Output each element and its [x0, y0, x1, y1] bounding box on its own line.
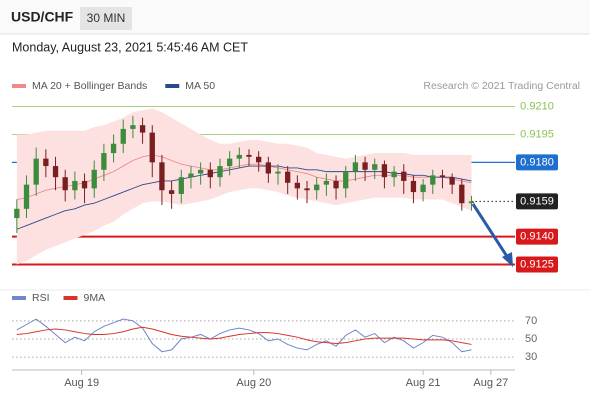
candle-body	[23, 184, 30, 209]
candle-body	[120, 128, 126, 144]
timeframe-box	[80, 7, 132, 30]
candle-body	[130, 125, 136, 129]
level-label: 0.9195	[520, 128, 554, 140]
candle-body	[236, 154, 242, 159]
candle-body	[149, 132, 155, 163]
candle-body	[333, 180, 339, 189]
candle-body	[449, 177, 455, 185]
candle-body	[178, 177, 184, 194]
y-tick-label: 50	[525, 333, 537, 345]
y-tick-label: 30	[525, 351, 537, 363]
legend-label: MA 20 + Bollinger Bands	[32, 80, 147, 92]
candle-body	[391, 171, 397, 178]
candle-body	[197, 169, 204, 174]
forecast-arrow	[471, 203, 510, 259]
candle-body	[72, 180, 78, 191]
candle-body	[304, 188, 310, 191]
candle-body	[159, 162, 165, 191]
candle-body	[62, 177, 68, 191]
candle-body	[188, 173, 194, 178]
x-tick-label: Aug 27	[473, 377, 508, 389]
candle-body	[275, 171, 281, 174]
candle-body	[362, 162, 368, 170]
level-label: 0.9125	[520, 258, 554, 270]
candle-body	[459, 184, 465, 204]
series-line	[16, 326, 472, 345]
candle-body	[285, 171, 291, 183]
level-label: 0.9140	[520, 231, 554, 243]
candle-body	[381, 164, 388, 178]
candle-body	[430, 175, 436, 185]
credit: Research © 2021 Trading Central	[423, 80, 580, 92]
candle-body	[226, 158, 233, 167]
level-label-box	[516, 193, 558, 210]
candle-body	[168, 190, 175, 194]
candle-body	[110, 143, 117, 154]
candle-body	[139, 125, 146, 133]
candle-body	[91, 169, 97, 189]
candle-body	[265, 162, 271, 174]
level-label: 0.9180	[520, 156, 554, 168]
level-label: 0.9159	[520, 195, 554, 207]
level-label-box	[516, 154, 558, 171]
candle-body	[314, 184, 320, 191]
candle-body	[246, 154, 252, 157]
candle-body	[217, 166, 223, 178]
legend-label: 9MA	[84, 292, 106, 304]
candle-body	[323, 180, 330, 185]
datetime: Monday, August 23, 2021 5:45:46 AM CET	[12, 40, 248, 54]
candle-body	[43, 158, 49, 167]
candle-body	[101, 153, 107, 170]
level-label-box	[516, 256, 558, 273]
candle-body	[439, 175, 446, 178]
bollinger-band	[16, 108, 472, 265]
x-tick-label: Aug 19	[64, 377, 99, 389]
legend-swatch	[12, 296, 26, 300]
candle-body	[343, 171, 349, 189]
candle-body	[352, 162, 359, 172]
candle-body	[294, 182, 301, 189]
candle-body	[372, 164, 378, 170]
legend-label: MA 50	[185, 80, 215, 92]
timeframe: 30 MIN	[87, 11, 126, 25]
candle-body	[401, 171, 407, 181]
candle-body	[81, 180, 88, 189]
y-tick-label: 70	[525, 315, 537, 327]
x-tick-label: Aug 21	[406, 377, 441, 389]
x-tick-label: Aug 20	[236, 377, 271, 389]
legend-swatch	[63, 296, 78, 300]
legend-swatch	[165, 84, 180, 88]
candle-body	[14, 208, 20, 219]
candle-body	[207, 169, 213, 178]
candle-body	[256, 156, 262, 163]
arrow-head	[502, 252, 513, 267]
candle-body	[410, 180, 417, 193]
candle-body	[52, 166, 59, 178]
candle-body	[420, 184, 426, 193]
level-label: 0.9210	[520, 100, 554, 112]
candle-body	[468, 201, 475, 204]
legend-swatch	[12, 84, 26, 88]
candle-body	[33, 158, 39, 185]
level-label-box	[516, 228, 558, 245]
symbol: USD/CHF	[11, 9, 74, 25]
legend-label: RSI	[32, 292, 50, 304]
